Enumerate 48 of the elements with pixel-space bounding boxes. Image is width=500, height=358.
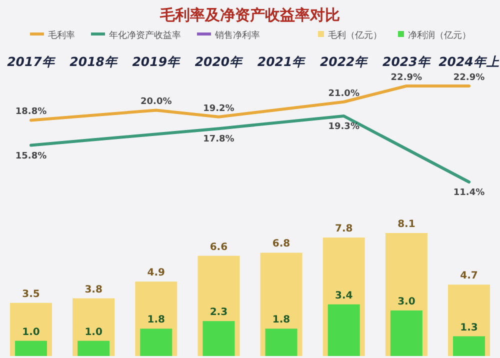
- data-label: 6.6: [210, 242, 228, 253]
- x-tick-label: 2022年: [320, 54, 369, 69]
- bar: [140, 328, 172, 356]
- data-label: 3.4: [335, 290, 353, 302]
- data-label: 22.9%: [453, 73, 485, 83]
- bar: [202, 321, 235, 356]
- data-label: 3.8: [84, 284, 102, 296]
- data-label: 1.8: [272, 314, 290, 326]
- data-label: 19.3%: [328, 122, 360, 132]
- data-label: 20.0%: [140, 97, 172, 108]
- data-label: 19.2%: [203, 104, 234, 114]
- x-tick-label: 2017年: [7, 54, 56, 69]
- data-label: 11.4%: [453, 188, 485, 198]
- bar: [78, 340, 110, 356]
- data-label: 4.9: [147, 268, 166, 279]
- data-label: 1.3: [460, 322, 478, 334]
- data-label: 7.8: [335, 224, 353, 235]
- data-label: 22.9%: [390, 73, 422, 83]
- data-label: 15.8%: [15, 151, 47, 162]
- data-label: 1.8: [147, 314, 166, 326]
- legend-label: 净利润（亿元）: [408, 30, 471, 41]
- bar: [15, 340, 47, 356]
- x-tick-label: 2018年: [70, 54, 118, 69]
- data-label: 17.8%: [203, 134, 234, 145]
- data-label: 6.8: [272, 238, 290, 250]
- legend-label: 毛利率: [48, 30, 75, 41]
- data-label: 18.8%: [15, 107, 47, 118]
- legend-label: 年化净资产收益率: [109, 30, 181, 41]
- bar: [265, 328, 298, 356]
- data-label: 3.5: [22, 288, 40, 300]
- x-tick-label: 2019年: [132, 54, 182, 69]
- legend-label: 毛利（亿元）: [328, 30, 382, 41]
- data-label: 3.0: [398, 296, 416, 308]
- data-label: 21.0%: [328, 88, 360, 99]
- bar: [390, 310, 422, 356]
- data-label: 1.0: [84, 326, 102, 338]
- bar: [328, 304, 360, 356]
- x-tick-label: 2024年上: [438, 54, 500, 69]
- data-label: 8.1: [398, 219, 416, 230]
- data-label: 1.0: [22, 326, 40, 338]
- legend-label: 销售净利率: [214, 30, 260, 41]
- x-tick-label: 2023年: [382, 54, 432, 69]
- x-tick-label: 2020年: [194, 54, 244, 69]
- chart-title: 毛利率及净资产收益率对比: [159, 6, 340, 24]
- bar: [453, 336, 485, 356]
- data-label: 4.7: [460, 270, 478, 282]
- x-tick-label: 2021年: [257, 54, 306, 69]
- data-label: 2.3: [210, 307, 228, 318]
